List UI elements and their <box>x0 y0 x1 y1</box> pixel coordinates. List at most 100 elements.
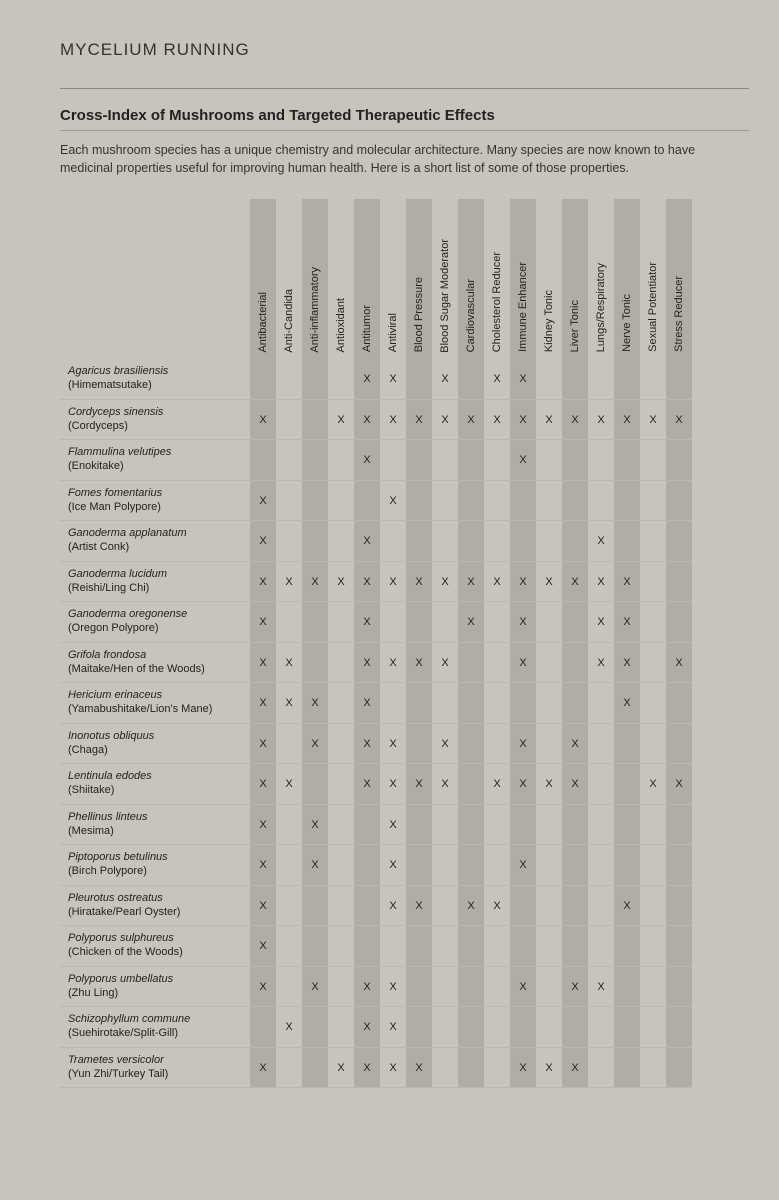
table-cell <box>640 642 666 683</box>
table-cell: X <box>510 1047 536 1088</box>
column-header: Lungs/Respiratory <box>588 199 614 359</box>
table-cell <box>406 926 432 967</box>
table-cell <box>432 683 458 724</box>
table-cell: X <box>536 764 562 805</box>
table-cell <box>302 885 328 926</box>
table-cell <box>536 845 562 886</box>
table-cell <box>536 723 562 764</box>
table-cell <box>328 1007 354 1048</box>
table-cell <box>302 521 328 562</box>
table-cell <box>666 683 692 724</box>
column-header: Antibacterial <box>250 199 276 359</box>
table-cell <box>640 926 666 967</box>
table-cell: X <box>250 683 276 724</box>
row-label: Cordyceps sinensis(Cordyceps) <box>60 399 250 440</box>
table-cell <box>328 480 354 521</box>
table-cell: X <box>588 966 614 1007</box>
table-cell <box>536 1007 562 1048</box>
table-cell: X <box>250 561 276 602</box>
table-cell: X <box>614 602 640 643</box>
table-cell <box>406 683 432 724</box>
table-cell <box>276 521 302 562</box>
table-row: Inonotus obliquus (Chaga)XXXXXXX <box>60 723 692 764</box>
table-cell: X <box>354 642 380 683</box>
table-cell <box>562 602 588 643</box>
table-cell <box>328 764 354 805</box>
table-cell: X <box>510 642 536 683</box>
row-label: Grifola frondosa(Maitake/Hen of the Wood… <box>60 642 250 683</box>
column-header: Anti-inflammatory <box>302 199 328 359</box>
table-cell: X <box>536 399 562 440</box>
table-cell: X <box>458 399 484 440</box>
table-cell <box>614 1007 640 1048</box>
table-cell <box>276 966 302 1007</box>
table-cell <box>588 885 614 926</box>
table-cell: X <box>276 561 302 602</box>
table-cell <box>484 521 510 562</box>
table-cell: X <box>354 359 380 399</box>
table-cell <box>666 602 692 643</box>
title-divider <box>60 130 749 131</box>
table-row: Piptoporus betulinus(Birch Polypore)XXXX <box>60 845 692 886</box>
table-cell: X <box>484 561 510 602</box>
table-cell <box>640 683 666 724</box>
table-cell: X <box>380 845 406 886</box>
table-cell <box>484 440 510 481</box>
table-cell <box>406 845 432 886</box>
table-cell <box>458 1047 484 1088</box>
table-cell <box>406 804 432 845</box>
table-cell <box>614 804 640 845</box>
table-cell: X <box>380 642 406 683</box>
intro-paragraph: Each mushroom species has a unique chemi… <box>60 141 749 177</box>
table-cell: X <box>250 845 276 886</box>
table-cell <box>536 683 562 724</box>
table-cell <box>562 683 588 724</box>
table-cell: X <box>354 399 380 440</box>
table-cell: X <box>536 561 562 602</box>
row-label: Hericium erinaceus(Yamabushitake/Lion's … <box>60 683 250 724</box>
table-cell <box>406 723 432 764</box>
table-cell <box>458 764 484 805</box>
table-cell: X <box>302 561 328 602</box>
table-cell: X <box>432 399 458 440</box>
table-cell <box>510 683 536 724</box>
table-cell <box>432 440 458 481</box>
table-cell <box>510 885 536 926</box>
table-row: Flammulina velutipes(Enokitake)XX <box>60 440 692 481</box>
table-cell <box>458 480 484 521</box>
table-cell <box>562 885 588 926</box>
table-cell: X <box>614 642 640 683</box>
table-cell <box>536 521 562 562</box>
table-cell <box>406 359 432 399</box>
row-label: Pleurotus ostreatus(Hiratake/Pearl Oyste… <box>60 885 250 926</box>
table-cell <box>328 845 354 886</box>
table-cell: X <box>406 885 432 926</box>
table-cell <box>432 521 458 562</box>
table-cell: X <box>354 1007 380 1048</box>
table-cell: X <box>406 561 432 602</box>
table-cell <box>458 521 484 562</box>
table-cell <box>562 359 588 399</box>
table-row: Hericium erinaceus(Yamabushitake/Lion's … <box>60 683 692 724</box>
table-cell <box>406 480 432 521</box>
table-row: Ganoderma lucidum(Reishi/Ling Chi)XXXXXX… <box>60 561 692 602</box>
table-cell: X <box>250 399 276 440</box>
table-cell <box>640 845 666 886</box>
table-cell: X <box>354 602 380 643</box>
table-cell: X <box>588 642 614 683</box>
table-cell <box>328 885 354 926</box>
column-header: Blood Pressure <box>406 199 432 359</box>
table-cell <box>562 480 588 521</box>
table-cell <box>328 804 354 845</box>
table-cell <box>614 966 640 1007</box>
table-cell <box>432 602 458 643</box>
table-cell <box>380 683 406 724</box>
table-cell <box>484 480 510 521</box>
table-row: Ganoderma applanatum(Artist Conk)XXX <box>60 521 692 562</box>
table-cell: X <box>250 804 276 845</box>
table-cell: X <box>302 845 328 886</box>
table-cell: X <box>588 521 614 562</box>
row-label: Piptoporus betulinus(Birch Polypore) <box>60 845 250 886</box>
table-cell: X <box>510 399 536 440</box>
table-cell <box>328 359 354 399</box>
